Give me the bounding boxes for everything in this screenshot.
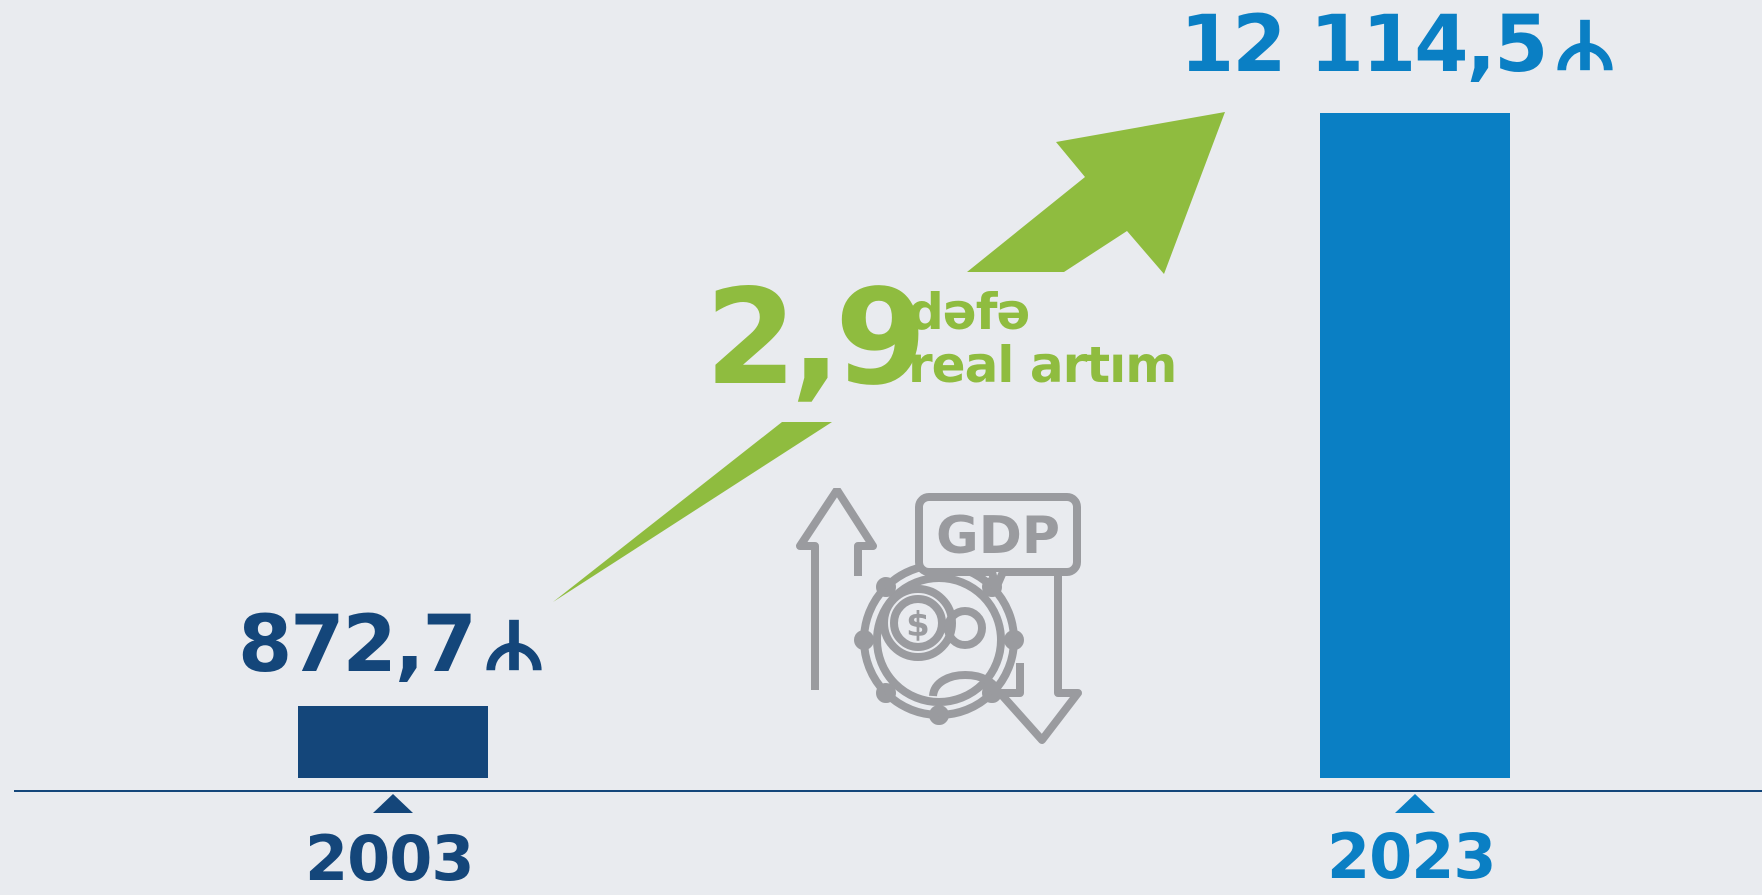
manat-icon bbox=[486, 619, 542, 670]
bar-2023 bbox=[1320, 113, 1510, 778]
dollar-icon: $ bbox=[906, 605, 930, 645]
growth-caption-line1: dəfə bbox=[908, 283, 1030, 341]
value-label-2003: 872,7 bbox=[238, 606, 545, 684]
gdp-gear-icon: GDP $ bbox=[796, 488, 1082, 744]
tick-marker-2023 bbox=[1395, 794, 1435, 813]
growth-multiplier: 2,9 bbox=[705, 261, 927, 415]
x-tick-label-2023: 2023 bbox=[1327, 820, 1497, 893]
growth-caption: dəfə real artım bbox=[908, 283, 1177, 394]
value-text-2003: 872,7 bbox=[238, 600, 477, 690]
growth-caption-line2: real artım bbox=[908, 335, 1177, 394]
bar-2003 bbox=[298, 706, 488, 778]
growth-arrow-wedge bbox=[553, 422, 832, 602]
value-label-2023: 12 114,5 bbox=[1180, 6, 1616, 84]
manat-icon bbox=[1557, 19, 1614, 70]
value-text-2023: 12 114,5 bbox=[1180, 0, 1548, 90]
gdp-label: GDP bbox=[936, 506, 1060, 566]
growth-arrow-head bbox=[967, 112, 1225, 274]
tick-marker-2003 bbox=[373, 794, 413, 813]
x-tick-label-2003: 2003 bbox=[305, 822, 475, 895]
